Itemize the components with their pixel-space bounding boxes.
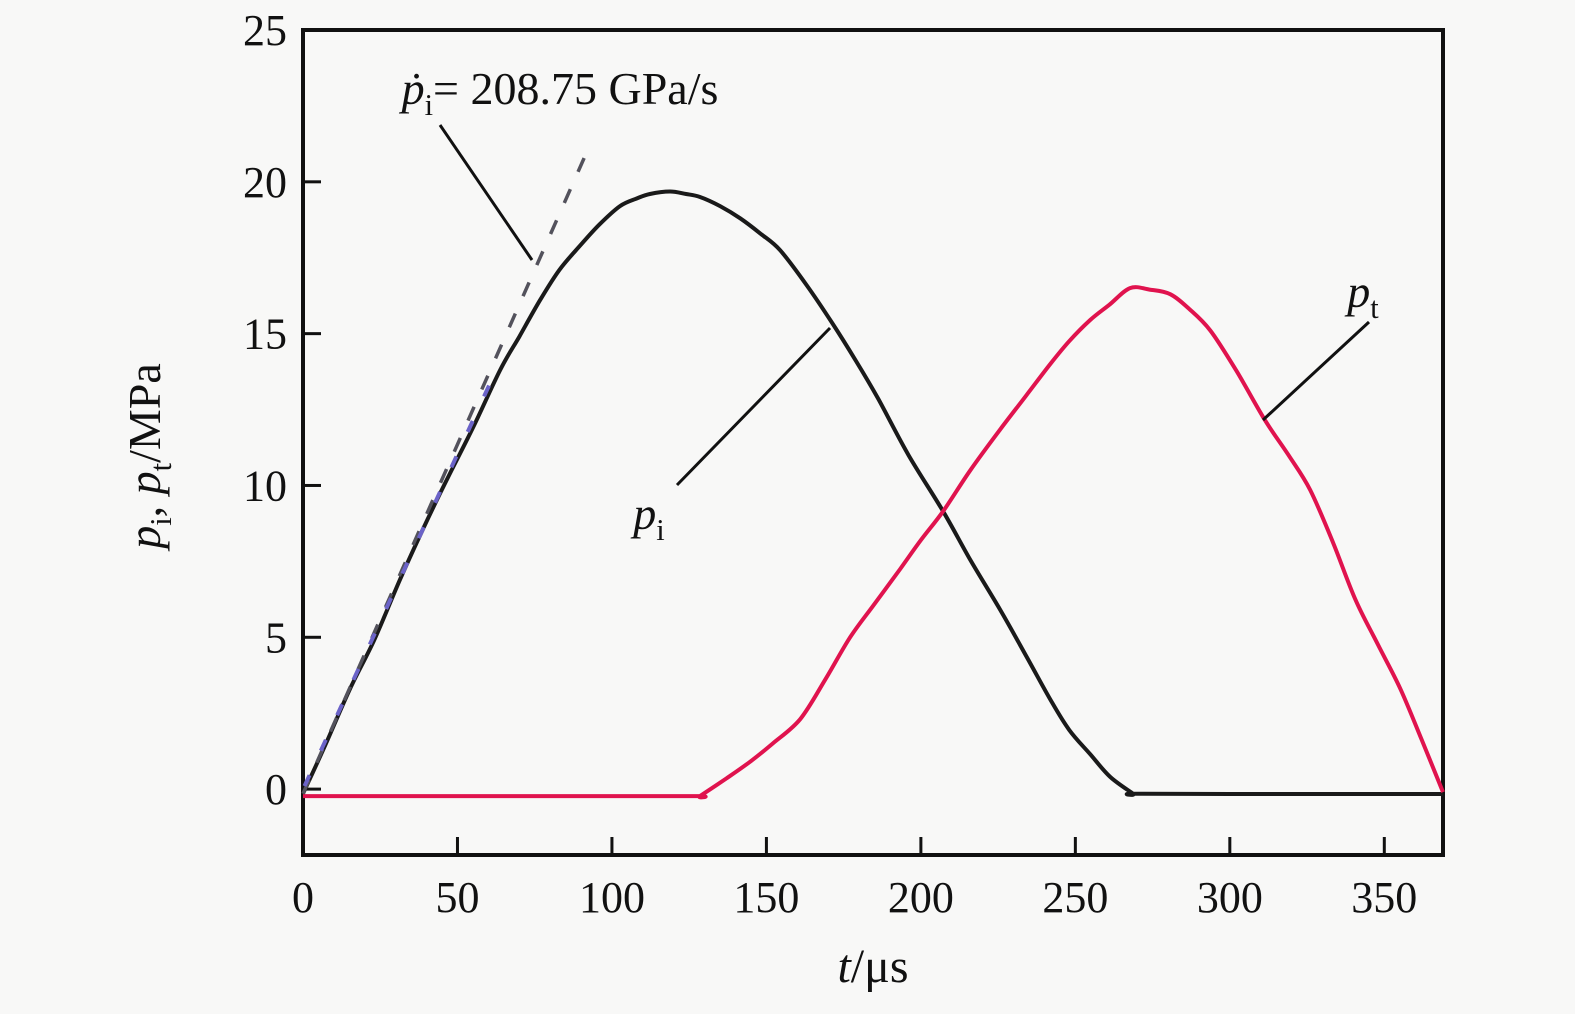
y-axis-tick-label: 25 [243,6,287,55]
x-axis-title: t/μs [837,940,908,993]
transmitted-pressure-pt-curve [303,285,1445,800]
loading-rate-tangent-dashed-curve [301,153,588,795]
pt-annotation-leader-line [1261,320,1371,422]
x-axis-tick-label: 100 [579,873,645,922]
x-axis-tick-label: 300 [1197,873,1263,922]
x-axis-tick-label: 200 [888,873,954,922]
x-axis-tick-label: 0 [292,873,314,922]
y-axis-tick-label: 5 [265,613,287,662]
y-axis-tick-label: 15 [243,310,287,359]
y-axis-title: pi, pt/MPa [119,363,178,552]
x-axis-tick-label: 150 [733,873,799,922]
incident-pressure-pi-curve [301,189,1443,797]
y-axis-tick-label: 0 [265,765,287,814]
rate-annotation-leader-line [438,124,534,261]
plot-frame [301,28,1445,857]
x-axis-tick-label: 250 [1042,873,1108,922]
pi-annotation-label: pi [630,488,664,547]
pi-annotation-leader-line [675,326,832,487]
rate-annotation-label: ṗi= 208.75 GPa/s [399,63,719,122]
x-axis-tick-label: 50 [435,873,479,922]
y-axis-tick-label: 20 [243,158,287,207]
x-axis-tick-label: 350 [1351,873,1417,922]
pt-annotation-label: pt [1344,266,1379,325]
y-axis-tick-label: 10 [243,461,287,510]
